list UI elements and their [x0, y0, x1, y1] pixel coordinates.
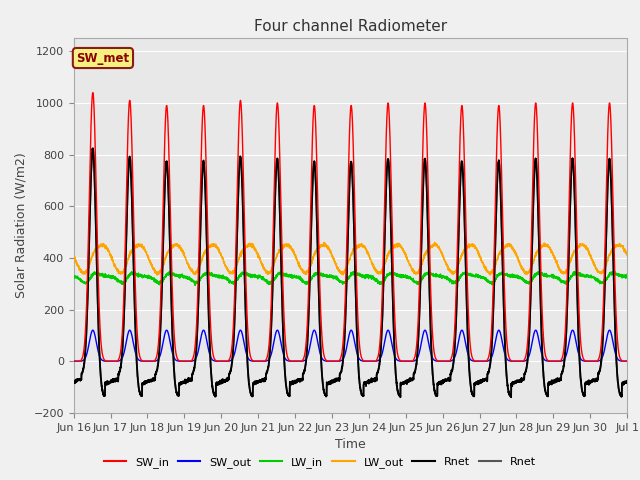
SW_in — [475, 358, 483, 364]
LW_out — [444, 265, 452, 271]
LW_in — [191, 283, 199, 288]
Rnet — [623, 379, 630, 384]
Line: Rnet: Rnet — [74, 149, 627, 396]
SW_out — [170, 353, 177, 359]
SW_out — [330, 358, 337, 364]
SW_in — [70, 358, 77, 364]
LW_out — [475, 250, 483, 255]
SW_out — [623, 358, 631, 364]
SW_in — [330, 358, 337, 364]
SW_out — [506, 358, 514, 364]
LW_in — [623, 274, 630, 279]
SW_out — [70, 358, 77, 364]
Rnet — [89, 145, 97, 151]
LW_in — [277, 268, 285, 274]
Rnet — [170, 351, 177, 357]
Line: SW_in: SW_in — [74, 93, 627, 361]
LW_out — [330, 256, 337, 262]
Line: Rnet: Rnet — [74, 148, 627, 397]
Rnet — [475, 380, 483, 385]
Rnet — [175, 393, 182, 398]
LW_out — [623, 251, 630, 257]
SW_in — [623, 358, 631, 364]
LW_in — [475, 274, 483, 279]
SW_in — [506, 356, 514, 362]
Line: SW_out: SW_out — [74, 330, 627, 361]
LW_in — [444, 276, 452, 281]
Title: Four channel Radiometer: Four channel Radiometer — [254, 20, 447, 35]
SW_out — [623, 358, 630, 364]
Rnet — [330, 379, 337, 384]
LW_out — [431, 240, 438, 245]
Rnet — [444, 377, 452, 383]
LW_out — [506, 241, 514, 247]
SW_out — [475, 358, 483, 364]
LW_in — [169, 272, 177, 278]
SW_in — [444, 358, 452, 364]
SW_in — [170, 312, 177, 318]
Y-axis label: Solar Radiation (W/m2): Solar Radiation (W/m2) — [15, 153, 28, 299]
Rnet — [506, 392, 514, 398]
Rnet — [70, 380, 77, 385]
SW_in — [89, 90, 97, 96]
SW_out — [444, 358, 452, 364]
Rnet — [506, 392, 514, 398]
Legend: SW_in, SW_out, LW_in, LW_out, Rnet, Rnet: SW_in, SW_out, LW_in, LW_out, Rnet, Rnet — [100, 452, 540, 472]
Rnet — [623, 380, 631, 386]
LW_out — [70, 253, 77, 259]
Rnet — [330, 378, 338, 384]
LW_out — [170, 241, 177, 247]
Rnet — [397, 395, 404, 400]
Line: LW_out: LW_out — [74, 242, 627, 275]
LW_out — [154, 272, 161, 278]
X-axis label: Time: Time — [335, 438, 366, 451]
Rnet — [444, 377, 452, 383]
Rnet — [70, 380, 77, 385]
Rnet — [89, 146, 97, 152]
SW_in — [623, 358, 630, 364]
Line: LW_in: LW_in — [74, 271, 627, 286]
LW_in — [506, 274, 514, 279]
LW_in — [70, 274, 77, 279]
LW_in — [330, 275, 338, 280]
Rnet — [623, 379, 630, 384]
SW_out — [89, 327, 97, 333]
LW_out — [623, 252, 631, 258]
Rnet — [623, 380, 631, 386]
LW_in — [623, 271, 631, 277]
Rnet — [475, 380, 483, 385]
Rnet — [170, 351, 177, 357]
Text: SW_met: SW_met — [76, 51, 129, 64]
